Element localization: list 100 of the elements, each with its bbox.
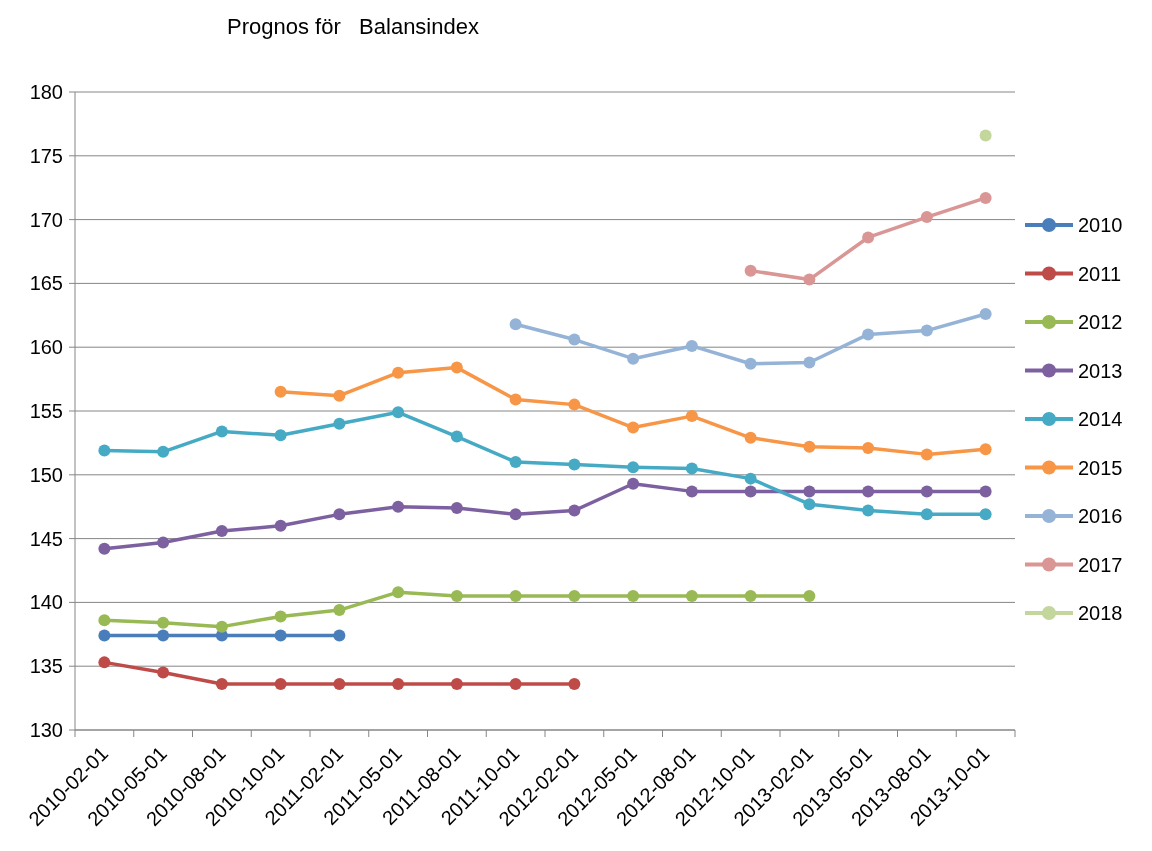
point	[803, 498, 816, 511]
y-tick-label: 180	[29, 81, 63, 103]
y-tick-label: 130	[29, 719, 63, 741]
point	[157, 445, 170, 458]
point	[979, 191, 992, 204]
point	[744, 590, 757, 603]
point	[157, 629, 170, 642]
point	[979, 443, 992, 456]
y-tick-label: 135	[29, 655, 63, 678]
point	[509, 590, 522, 603]
point	[392, 366, 405, 379]
point	[274, 629, 287, 642]
legend-label: 2013	[1078, 359, 1123, 382]
point	[98, 629, 111, 642]
point	[627, 590, 640, 603]
y-tick-label: 165	[29, 272, 63, 295]
point	[744, 472, 757, 485]
point	[862, 442, 875, 454]
point	[333, 508, 346, 521]
point	[803, 485, 816, 498]
point	[157, 666, 170, 679]
point	[803, 440, 816, 453]
point	[568, 333, 581, 346]
point	[744, 357, 757, 370]
point	[685, 410, 698, 423]
point	[627, 421, 640, 434]
point	[333, 629, 346, 642]
point	[392, 500, 405, 513]
point	[98, 444, 111, 457]
point	[274, 610, 287, 623]
point	[333, 678, 346, 691]
point	[392, 586, 405, 599]
point	[803, 590, 816, 603]
y-tick-label: 155	[29, 400, 63, 422]
point	[98, 656, 111, 669]
y-tick-label: 150	[29, 463, 63, 486]
point	[450, 590, 463, 603]
point	[274, 519, 287, 532]
legend-label: 2015	[1078, 456, 1123, 479]
point	[920, 324, 933, 337]
point	[333, 604, 346, 617]
point	[450, 678, 463, 691]
point	[744, 431, 757, 444]
point	[274, 678, 287, 691]
y-tick-label: 160	[29, 336, 63, 359]
legend-label: 2016	[1078, 505, 1123, 527]
y-tick-label: 175	[29, 144, 63, 167]
point	[979, 308, 992, 321]
legend-label: 2014	[1078, 408, 1123, 430]
point	[98, 542, 111, 555]
point	[509, 508, 522, 521]
point	[862, 485, 875, 498]
point	[157, 616, 170, 629]
point	[862, 504, 875, 517]
point	[979, 508, 992, 521]
point	[215, 524, 228, 537]
legend-label: 2010	[1078, 214, 1123, 236]
point	[215, 425, 228, 438]
point	[803, 273, 816, 286]
point	[450, 430, 463, 443]
point	[333, 417, 346, 430]
point	[920, 485, 933, 498]
point	[685, 339, 698, 352]
point	[979, 485, 992, 498]
point	[862, 328, 875, 341]
point	[450, 501, 463, 514]
point	[627, 352, 640, 365]
y-tick-label: 170	[29, 208, 63, 231]
point	[215, 678, 228, 691]
point	[920, 448, 933, 461]
point	[509, 678, 522, 691]
point	[274, 429, 287, 442]
point	[509, 456, 522, 469]
point	[450, 361, 463, 374]
legend-label: 2018	[1078, 602, 1123, 624]
point	[920, 211, 933, 224]
point	[627, 461, 640, 474]
legend-label: 2011	[1078, 262, 1122, 285]
point	[627, 477, 640, 490]
point	[568, 678, 581, 691]
point	[333, 389, 346, 402]
point	[744, 485, 757, 498]
point	[685, 590, 698, 603]
point	[685, 485, 698, 498]
point	[274, 385, 287, 398]
point	[98, 614, 111, 627]
legend-label: 2017	[1078, 553, 1123, 576]
chart-title: Prognos för Balansindex	[227, 14, 479, 39]
point	[157, 536, 170, 549]
point	[920, 508, 933, 521]
y-tick-label: 145	[29, 527, 63, 550]
point	[568, 504, 581, 517]
point	[744, 264, 757, 277]
point	[803, 356, 816, 369]
point	[685, 462, 698, 475]
point	[979, 129, 992, 142]
point	[862, 231, 875, 244]
point	[509, 318, 522, 331]
point	[392, 678, 405, 691]
point	[215, 620, 228, 633]
